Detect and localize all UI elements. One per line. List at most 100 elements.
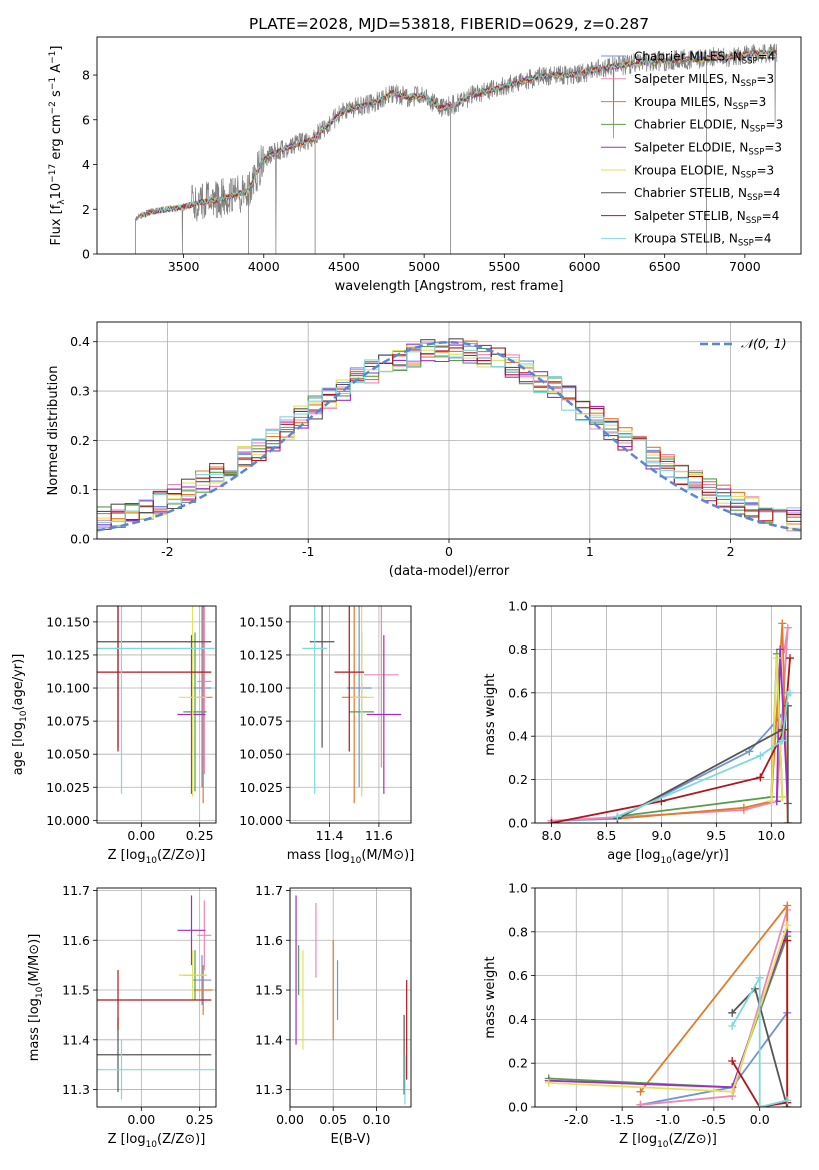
label-part: −1 — [48, 77, 58, 90]
label-part: Kroupa ELODIE, N — [634, 163, 741, 177]
y-tick-label: 0.6 — [508, 685, 528, 700]
weight-marker-kroupa-stelib — [613, 812, 622, 821]
y-tick-label: 4 — [82, 157, 90, 172]
label-tail: (Z/Z⊙)] — [157, 1132, 205, 1147]
plot-area — [547, 619, 795, 823]
weight-marker-kroupa-miles — [778, 619, 787, 628]
legend-label-chabrier-miles: Chabrier MILES, NSSP=4 — [634, 49, 775, 66]
weight-marker-salpeter-elodie — [776, 645, 785, 654]
plot-area — [97, 606, 215, 804]
weight-marker-chabrier-stelib — [783, 819, 792, 823]
y-axis-label: mass weight — [483, 673, 498, 755]
panel-spectrum: 3500 4000 4500 5000 5500 6000 6500 7000 0 2 4 6 8 wav… — [48, 36, 802, 294]
label-part: mass [log — [27, 998, 42, 1061]
label-tail: =4 — [758, 49, 776, 63]
y-tick-label: 0.1 — [70, 482, 90, 497]
label-sub: SSP — [750, 125, 766, 135]
label-tail: =3 — [764, 141, 782, 155]
weight-marker-chabrier-stelib — [728, 1008, 737, 1017]
x-axis-label: Z [log10(Z/Z⊙)] — [108, 848, 206, 866]
normal-curve — [97, 340, 801, 532]
plot-area — [97, 338, 801, 532]
weight-marker-kroupa-stelib — [756, 751, 765, 760]
label-part: Z [log — [108, 1132, 146, 1147]
label-tail: (M/M⊙)] — [361, 848, 414, 863]
weight-marker-kroupa-stelib — [728, 1021, 737, 1030]
label-part: Z [log — [619, 1132, 657, 1147]
label-tail: (age/yr)] — [11, 654, 26, 711]
x-tick-label: 7000 — [729, 259, 761, 274]
legend-label-chabrier-stelib: Chabrier STELIB, NSSP=4 — [634, 186, 781, 203]
panel-age_vs_Z: 0.00 0.25 10.000 10.025 10.050 10.075 10.100 10… — [11, 605, 217, 866]
y-tick-label: 8 — [82, 68, 90, 83]
weight-marker-kroupa-elodie — [778, 792, 787, 801]
weight-marker-kroupa-stelib — [783, 1096, 792, 1105]
x-tick-label: 9.0 — [651, 828, 671, 843]
label-part: λ — [57, 199, 67, 205]
weight-marker-kroupa-elodie — [728, 1087, 737, 1096]
histogram-chabrier-stelib — [97, 338, 801, 522]
axes-frame — [96, 321, 802, 540]
model-spectrum-kroupa-stelib — [139, 48, 777, 219]
label-part: ] — [49, 46, 64, 51]
label-sub: SSP — [742, 56, 758, 66]
x-axis-label: (data-model)/error — [389, 564, 510, 579]
label-part: (data-model)/error — [389, 564, 510, 579]
y-tick-label: 10.075 — [46, 714, 90, 729]
x-axis-label: mass [log10(M/M⊙)] — [287, 848, 415, 866]
label-sub: 10 — [660, 856, 672, 866]
weight-line-salpeter-stelib — [731, 940, 789, 1107]
y-tick-label: 10.100 — [46, 681, 90, 696]
label-part: −1 — [48, 51, 58, 64]
weight-marker-kroupa-miles — [783, 901, 792, 910]
label-part: Z [log — [108, 848, 146, 863]
x-tick-label: 0.00 — [276, 1112, 304, 1127]
x-tick-label: -0.5 — [702, 1112, 726, 1127]
x-tick-label: 6000 — [569, 259, 601, 274]
x-tick-label: 0.25 — [186, 828, 214, 843]
x-axis-label: wavelength [Angstrom, rest frame] — [335, 279, 564, 294]
x-tick-label: -2 — [161, 544, 173, 559]
y-axis-label: mass [log10(M/M⊙)] — [27, 934, 45, 1062]
label-tail: =4 — [762, 209, 780, 223]
y-tick-label: 0.0 — [70, 532, 90, 547]
label-part: wavelength [Angstrom, rest frame] — [335, 279, 564, 294]
weight-marker-kroupa-miles — [739, 803, 748, 812]
y-tick-label: 1.0 — [508, 599, 528, 614]
weight-marker-kroupa-stelib — [755, 973, 764, 982]
x-tick-label: 8.0 — [542, 828, 562, 843]
y-tick-label: 6 — [82, 112, 90, 127]
label-part: E(B-V) — [330, 1132, 370, 1147]
x-tick-label: -1.0 — [656, 1112, 680, 1127]
axes-frame — [289, 887, 412, 1108]
label-sub: SSP — [741, 79, 757, 89]
label-tail: (Z/Z⊙)] — [157, 848, 205, 863]
weight-marker-salpeter-stelib — [786, 654, 795, 663]
y-tick-label: 11.5 — [62, 983, 90, 998]
legend-label-salpeter-elodie: Salpeter ELODIE, NSSP=3 — [634, 141, 782, 158]
label-part: Kroupa STELIB, N — [634, 232, 738, 246]
legend-label-salpeter-stelib: Salpeter STELIB, NSSP=4 — [634, 209, 779, 226]
label-sub: SSP — [741, 170, 757, 180]
label-tail: =3 — [756, 163, 774, 177]
weight-marker-kroupa-elodie — [767, 797, 776, 806]
x-tick-label: 10.0 — [757, 828, 785, 843]
label-tail: (age/yr)] — [672, 848, 729, 863]
y-tick-label: 10.025 — [239, 780, 283, 795]
weight-marker-salpeter-stelib — [783, 936, 792, 945]
label-part: Normed distribution — [46, 366, 61, 496]
y-axis-label: Flux [fλ10−17 erg cm−2 s−1 A−1] — [48, 46, 67, 246]
y-tick-label: 0.6 — [508, 968, 528, 983]
y-tick-label: 11.7 — [62, 883, 90, 898]
y-tick-label: 10.050 — [239, 747, 283, 762]
x-axis-label: age [log10(age/yr)] — [607, 848, 729, 866]
x-axis-label: E(B-V) — [330, 1132, 370, 1147]
label-part: 10 — [49, 183, 64, 200]
panel-mass_weight_vs_Z: -2.0 -1.5 -1.0 -0.5 0.0 0.0 0.2 0.4 0.6 0.8 1.0 Z [… — [483, 881, 802, 1150]
plot-area — [97, 895, 215, 1100]
legend-label-kroupa-elodie: Kroupa ELODIE, NSSP=3 — [634, 163, 774, 180]
x-tick-label: 8.5 — [597, 828, 617, 843]
label-part: mass weight — [483, 956, 498, 1038]
label-tail: (M/M⊙)] — [27, 934, 42, 987]
